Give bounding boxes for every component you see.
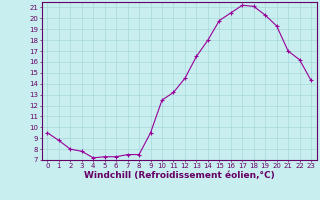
X-axis label: Windchill (Refroidissement éolien,°C): Windchill (Refroidissement éolien,°C) [84, 171, 275, 180]
